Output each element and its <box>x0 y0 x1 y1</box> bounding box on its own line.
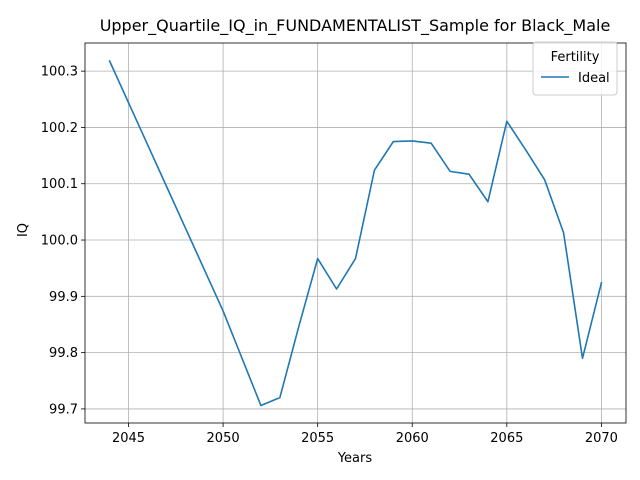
y-tick-label: 100.2 <box>41 121 78 136</box>
grid <box>85 43 626 423</box>
data-point <box>430 142 432 144</box>
data-point <box>601 282 603 284</box>
data-point <box>468 173 470 175</box>
data-point <box>563 232 565 234</box>
y-axis-ticks: 99.7 99.8 99.9 100.0 100.1 100.2 100.3 <box>41 65 85 417</box>
data-point <box>506 120 508 122</box>
data-point <box>147 144 149 146</box>
data-point <box>525 149 527 151</box>
x-tick-label: 2065 <box>490 431 523 446</box>
data-point <box>184 227 186 229</box>
data-point <box>487 201 489 203</box>
y-tick-label: 99.8 <box>49 346 78 361</box>
data-point <box>374 169 376 171</box>
data-point <box>449 171 451 173</box>
y-tick-label: 100.3 <box>41 65 78 80</box>
x-axis-ticks: 2045 2050 2055 2060 2065 2070 <box>112 423 618 446</box>
x-tick-label: 2055 <box>301 431 334 446</box>
data-point <box>166 185 168 187</box>
legend-title: Fertility <box>551 50 600 65</box>
y-tick-label: 99.7 <box>49 402 78 417</box>
x-tick-label: 2045 <box>112 431 145 446</box>
data-point <box>582 357 584 359</box>
data-point <box>355 258 357 260</box>
data-point <box>222 310 224 312</box>
data-point <box>393 141 395 143</box>
data-point <box>128 102 130 104</box>
series-line-ideal <box>108 59 603 407</box>
data-point <box>411 140 413 142</box>
plot-frame <box>84 42 627 424</box>
data-point <box>109 60 111 62</box>
y-axis-label: IQ <box>16 223 31 237</box>
data-point <box>317 258 319 260</box>
legend-label-ideal: Ideal <box>578 71 610 86</box>
x-axis-label: Years <box>337 451 373 466</box>
y-tick-label: 99.9 <box>49 290 78 305</box>
data-point <box>298 326 300 328</box>
x-tick-label: 2070 <box>585 431 618 446</box>
data-point <box>336 288 338 290</box>
data-point <box>260 405 262 407</box>
y-tick-label: 100.1 <box>41 177 78 192</box>
data-point <box>203 269 205 271</box>
x-tick-label: 2060 <box>396 431 429 446</box>
chart-title: Upper_Quartile_IQ_in_FUNDAMENTALIST_Samp… <box>100 16 611 36</box>
legend: Fertility Ideal <box>532 41 618 96</box>
x-tick-label: 2050 <box>207 431 240 446</box>
series-layer <box>108 59 603 407</box>
y-tick-label: 100.0 <box>41 234 78 249</box>
legend-box <box>532 41 618 96</box>
data-point <box>241 357 243 359</box>
data-point <box>544 179 546 181</box>
data-point <box>279 397 281 399</box>
